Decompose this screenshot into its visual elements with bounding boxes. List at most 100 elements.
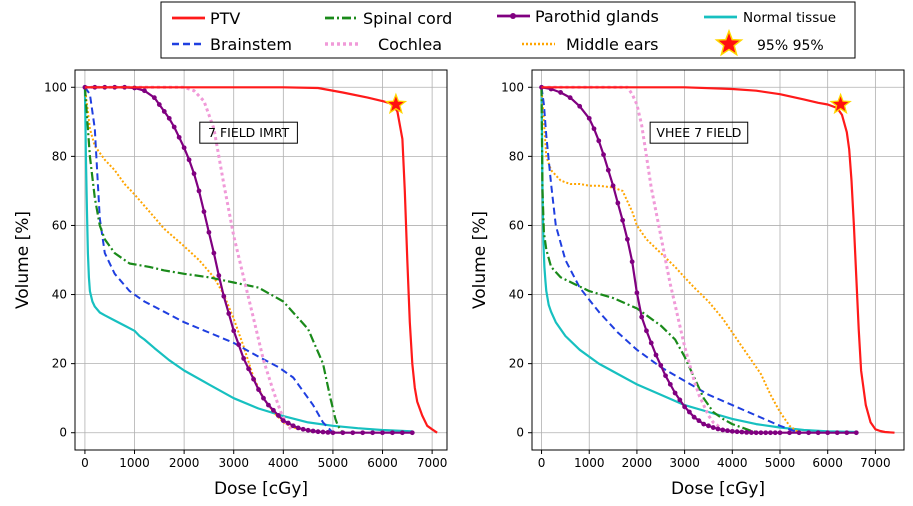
vhee-series-ptv [541, 86, 895, 434]
imrt-point-parothid-glands [181, 145, 187, 151]
imrt-point-parothid-glands [390, 430, 395, 436]
imrt-series-spinal-cord [83, 87, 344, 434]
vhee-point-parothid-glands [710, 425, 716, 430]
vhee-point-parothid-glands [768, 430, 773, 436]
legend: PTV Brainstem Spinal cord Cochlea Paroth… [160, 1, 856, 59]
vhee-ytick-label: 40 [509, 288, 524, 302]
imrt-point-parothid-glands [241, 356, 247, 361]
vhee-point-parothid-glands [686, 409, 692, 415]
legend-entry-middle-ears: Middle ears [522, 35, 659, 54]
vhee-plot-area [532, 70, 904, 450]
legend-label-normal-tissue: Normal tissue [743, 10, 836, 26]
vhee-ytick-label: 0 [516, 426, 524, 440]
imrt-xtick-label: 0 [81, 456, 89, 470]
vhee-point-parothid-glands [753, 430, 759, 436]
imrt-xtick-label: 2000 [169, 456, 200, 470]
legend-entry-parothid-glands: Parothid glands [497, 7, 659, 26]
vhee-point-parothid-glands [644, 328, 649, 334]
vhee-point-parothid-glands [653, 352, 659, 358]
imrt-series-brainstem [84, 86, 334, 434]
imrt-point-parothid-glands [226, 311, 232, 316]
vhee-xtick-label: 5000 [765, 456, 796, 470]
imrt-annotation-box [199, 121, 298, 144]
imrt-ytick-label: 0 [59, 426, 67, 440]
imrt-point-parothid-glands [191, 171, 197, 177]
vhee-xtick-label: 1000 [574, 456, 605, 470]
imrt-point-parothid-glands [271, 407, 276, 413]
vhee-xtick-label: 0 [538, 456, 546, 470]
imrt-star-95-95 [384, 92, 408, 115]
imrt-xtick-label: 4000 [268, 456, 299, 470]
imrt-xtick-label: 7000 [417, 456, 448, 470]
imrt-annotation: 7 FIELD IMRT [208, 125, 290, 140]
vhee-point-parothid-glands [815, 430, 821, 436]
legend-star-marker [714, 28, 744, 57]
imrt-point-parothid-glands [246, 366, 252, 372]
imrt-ytick-label: 40 [52, 288, 67, 302]
vhee-point-parothid-glands [639, 314, 645, 320]
imrt-point-parothid-glands [176, 134, 182, 140]
imrt-ytick-label: 60 [52, 218, 67, 232]
vhee-point-parothid-glands [648, 340, 654, 346]
vhee-point-parothid-glands [605, 167, 611, 173]
vhee-point-parothid-glands [672, 390, 678, 396]
vhee-axes-frame [531, 69, 905, 451]
imrt-xtick-label: 5000 [318, 456, 349, 470]
legend-label-cochlea: Cochlea [378, 35, 442, 54]
imrt-series-ptv [84, 86, 438, 434]
imrt-point-parothid-glands [161, 109, 167, 114]
imrt-point-parothid-glands [236, 342, 242, 348]
vhee-ylabel: Volume [%] [470, 211, 490, 309]
vhee-point-parothid-glands [772, 430, 778, 436]
imrt-ytick-label: 80 [52, 149, 67, 163]
legend-entry-95-95: 95% 95% [714, 28, 824, 57]
imrt-point-parothid-glands [166, 115, 172, 121]
legend-label-ptv: PTV [210, 9, 240, 28]
vhee-point-parothid-glands [663, 373, 668, 379]
vhee-point-parothid-glands [729, 428, 735, 434]
vhee-point-parothid-glands [715, 426, 721, 432]
legend-label-spinal-cord: Spinal cord [363, 9, 452, 28]
vhee-series-normal-tissue [540, 87, 857, 434]
imrt-point-parothid-glands [196, 188, 202, 194]
imrt-point-parothid-glands [320, 429, 326, 435]
imrt-point-parothid-glands [142, 88, 147, 94]
vhee-point-parothid-glands [601, 152, 606, 158]
vhee-xtick-label: 4000 [717, 456, 748, 470]
imrt-point-parothid-glands [409, 430, 415, 436]
vhee-ytick-label: 20 [509, 357, 524, 371]
imrt-point-parothid-glands [360, 430, 366, 436]
vhee-point-parothid-glands [620, 217, 626, 223]
vhee-point-parothid-glands [853, 430, 859, 436]
vhee-point-parothid-glands [682, 404, 688, 410]
vhee-series-spinal-cord [540, 87, 762, 434]
imrt-ytick-label: 100 [44, 80, 67, 94]
legend-label-parothid-glands: Parothid glands [535, 7, 659, 26]
vhee-point-parothid-glands [720, 427, 726, 433]
vhee-point-parothid-glands [706, 423, 711, 429]
legend-label-middle-ears: Middle ears [566, 35, 659, 54]
imrt-plot-area [75, 70, 447, 450]
imrt-point-parothid-glands [330, 430, 336, 436]
imrt-point-parothid-glands [261, 395, 266, 401]
imrt-xtick-label: 3000 [218, 456, 249, 470]
legend-label-95-95: 95% 95% [757, 38, 824, 54]
vhee-point-parothid-glands [834, 430, 840, 436]
imrt-ytick-label: 20 [52, 357, 67, 371]
imrt-point-parothid-glands [151, 95, 157, 101]
imrt-ylabel: Volume [%] [13, 211, 33, 309]
vhee-xlabel: Dose [cGy] [671, 479, 765, 499]
vhee-point-parothid-glands [725, 428, 730, 434]
vhee-annotation: VHEE 7 FIELD [656, 125, 741, 140]
vhee-point-parothid-glands [577, 103, 583, 109]
vhee-point-parothid-glands [734, 429, 740, 435]
legend-entry-ptv: PTV [172, 9, 240, 28]
imrt-point-parothid-glands [300, 426, 306, 432]
imrt-point-parothid-glands [290, 423, 296, 429]
vhee-point-parothid-glands [844, 430, 850, 436]
imrt-point-parothid-glands [325, 429, 331, 435]
imrt-series-parothid-glands [84, 86, 413, 434]
vhee-ytick-label: 60 [509, 218, 524, 232]
legend-swatch-parothid-marker [510, 13, 516, 19]
vhee-series-cochlea [541, 85, 733, 435]
